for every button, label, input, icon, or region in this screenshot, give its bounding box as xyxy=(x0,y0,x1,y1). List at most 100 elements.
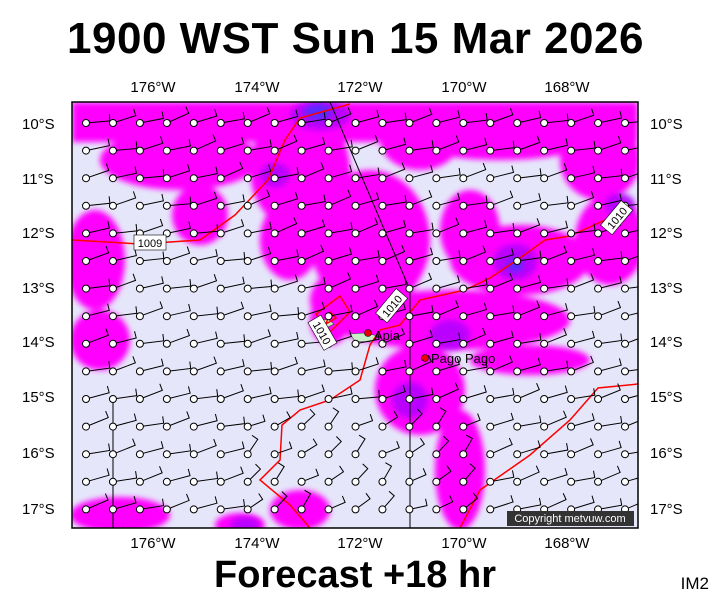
wind-barb xyxy=(463,277,488,290)
wind-station xyxy=(378,119,387,127)
lat-label-left: 14°S xyxy=(22,334,55,351)
wind-station xyxy=(486,477,495,486)
wind-barb xyxy=(139,416,165,428)
wind-barb xyxy=(274,411,291,428)
wind-station xyxy=(486,257,495,265)
wind-station xyxy=(270,395,279,403)
place-apia: Apia xyxy=(374,328,401,343)
wind-station xyxy=(324,395,333,403)
wind-barb xyxy=(328,222,353,234)
wind-station xyxy=(270,339,279,348)
wind-barb xyxy=(274,191,299,207)
forecast-label: Forecast +18 hr xyxy=(214,554,496,596)
wind-barb xyxy=(355,332,380,345)
wind-station xyxy=(324,174,333,183)
wind-station xyxy=(567,339,576,348)
wind-station xyxy=(594,174,603,183)
wind-station xyxy=(594,119,603,127)
wind-station xyxy=(270,477,279,486)
wind-station xyxy=(621,174,629,183)
wind-barb xyxy=(274,134,298,152)
wind-station xyxy=(432,477,441,486)
wind-station xyxy=(297,450,306,459)
wind-barb xyxy=(112,273,137,290)
wind-barb xyxy=(166,493,190,510)
wind-station xyxy=(432,257,441,265)
wind-barb xyxy=(112,248,137,262)
wind-barb xyxy=(166,468,191,483)
wind-barb xyxy=(382,441,400,455)
wind-station xyxy=(513,201,522,210)
wind-barb xyxy=(624,369,638,372)
wind-station xyxy=(82,174,90,183)
wind-station xyxy=(243,201,252,210)
wind-barb xyxy=(490,412,514,428)
wind-barb xyxy=(436,332,461,345)
wind-station xyxy=(243,312,252,321)
wind-barb xyxy=(463,385,487,400)
wind-barb xyxy=(409,165,434,179)
wind-barb xyxy=(193,274,218,290)
wind-barb xyxy=(382,244,406,262)
wind-barb xyxy=(624,420,638,428)
wind-barb xyxy=(570,355,595,372)
wind-barb xyxy=(490,190,514,207)
wind-barb xyxy=(328,465,345,483)
wind-barb xyxy=(382,112,407,124)
wind-barb xyxy=(301,244,325,262)
wind-station xyxy=(297,395,306,403)
wind-station xyxy=(297,339,306,348)
wind-station xyxy=(486,367,495,376)
wind-barb xyxy=(570,190,595,207)
wind-barb xyxy=(85,385,110,400)
wind-barb xyxy=(435,435,450,455)
wind-barb xyxy=(220,276,245,290)
wind-barb xyxy=(597,440,622,455)
wind-barb xyxy=(112,495,137,510)
wind-barb xyxy=(166,163,191,179)
wind-barb xyxy=(516,465,540,483)
wind-station xyxy=(405,312,414,321)
wind-barb xyxy=(490,305,515,317)
wind-station xyxy=(324,477,333,486)
wind-station xyxy=(459,450,468,459)
wind-station xyxy=(486,312,495,321)
wind-station xyxy=(378,505,387,514)
wind-station xyxy=(297,229,306,238)
wind-barb xyxy=(409,247,434,262)
wind-station xyxy=(432,450,441,459)
wind-station xyxy=(405,395,414,403)
wind-station xyxy=(567,174,576,183)
wind-station xyxy=(270,119,279,127)
wind-station xyxy=(216,229,225,238)
wind-station xyxy=(82,450,90,459)
wind-station xyxy=(594,312,603,321)
wind-station xyxy=(243,505,252,514)
wind-station xyxy=(324,505,333,514)
wind-station xyxy=(594,339,603,348)
wind-station xyxy=(189,119,198,127)
wind-barb xyxy=(490,272,514,290)
wind-station xyxy=(216,450,225,459)
wind-barb xyxy=(328,407,340,427)
lat-label-right: 11°S xyxy=(650,171,682,188)
wind-barb xyxy=(301,219,326,234)
wind-station xyxy=(486,339,495,348)
wind-station xyxy=(405,422,414,431)
wind-barb xyxy=(382,462,393,483)
wind-station xyxy=(135,477,144,486)
wind-station xyxy=(567,146,576,155)
wind-station xyxy=(82,201,90,210)
wind-barb xyxy=(274,356,298,372)
wind-barb xyxy=(301,277,326,290)
wind-barb xyxy=(490,387,515,400)
wind-barb xyxy=(570,330,595,345)
wind-barb xyxy=(436,192,461,207)
wind-station xyxy=(594,257,603,265)
wind-barb xyxy=(463,195,488,207)
wind-barb xyxy=(247,164,272,179)
wind-barb xyxy=(247,221,272,234)
wind-barb xyxy=(355,217,379,234)
wind-station xyxy=(108,339,117,348)
wind-station xyxy=(270,422,279,431)
